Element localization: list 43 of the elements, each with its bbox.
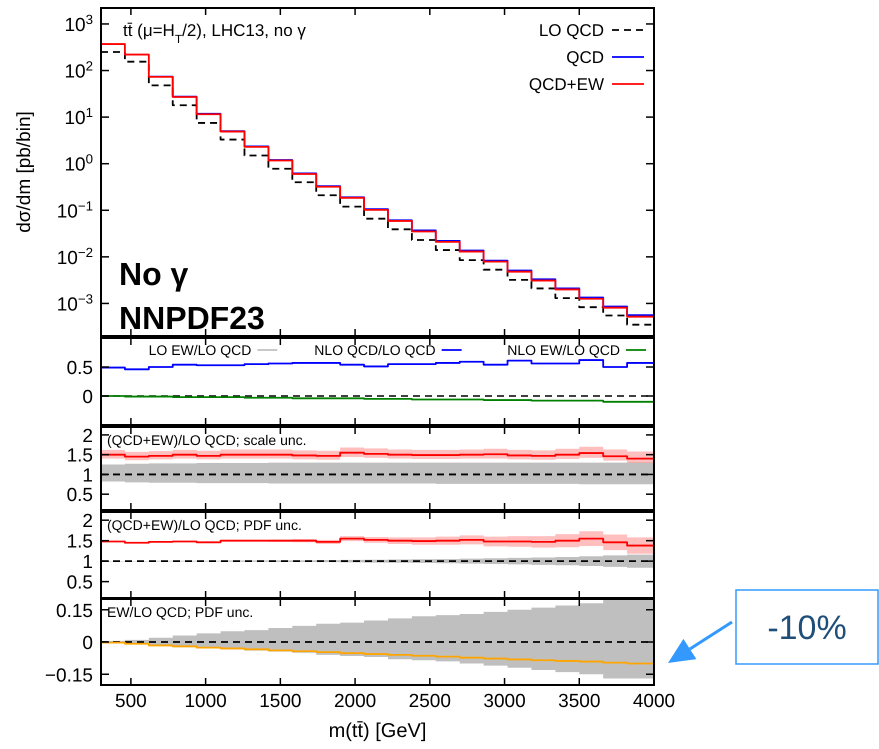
y-tick-label: 10$^{−3}$ [56, 290, 93, 316]
y-tick-label: 0 [82, 387, 93, 408]
x-tick-label: 3500 [558, 691, 600, 712]
y-tick-label: 2 [82, 426, 93, 447]
legend-label: NLO EW/LO QCD [507, 342, 620, 358]
x-tick-label: 2000 [334, 691, 376, 712]
y-axis-title: dσ/dm [pb/bin] [14, 111, 35, 233]
annotation: No γ [119, 256, 189, 292]
y-tick-label: 10$^{2}$ [64, 58, 93, 83]
annotation: EW/LO QCD; PDF unc. [107, 604, 254, 620]
y-tick-label: 10$^{−1}$ [56, 198, 93, 222]
text: -10% [767, 609, 847, 647]
y-tick-label: 0 [82, 633, 93, 654]
y-tick-label: 2 [82, 511, 93, 532]
x-tick-label: 500 [115, 691, 147, 712]
annotation: NNPDF23 [119, 300, 265, 336]
legend-label: QCD [566, 48, 604, 67]
x-tick-label: 2500 [408, 691, 451, 712]
x-axis-title: m(tt̄) [GeV] [328, 720, 426, 742]
x-tick-label: 1000 [184, 691, 227, 712]
y-tick-label: 10$^{3}$ [64, 11, 93, 36]
y-tick-label: 1 [82, 552, 93, 574]
x-tick-label: 3000 [483, 691, 526, 712]
y-tick-label: 10$^{−2}$ [56, 244, 93, 269]
legend-label: QCD+EW [528, 75, 604, 94]
y-tick-label: 0.5 [66, 485, 93, 506]
y-tick-label: 1.5 [66, 446, 93, 467]
x-tick-label: 1500 [259, 691, 302, 712]
y-tick-label: 10$^{0}$ [64, 151, 93, 176]
y-tick-label: 0.15 [56, 600, 93, 622]
annotation: (QCD+EW)/LO QCD; scale unc. [107, 432, 307, 448]
y-tick-label: 10$^{1}$ [64, 104, 93, 130]
annotation: tt̄ (μ=H$_{T}$/2), LHC13, no γ [123, 21, 306, 46]
legend-label: LO EW/LO QCD [148, 342, 252, 358]
y-tick-label: 1 [82, 465, 93, 486]
y-tick-label: 0.5 [66, 572, 93, 594]
legend-label: LO QCD [538, 21, 604, 40]
annotation: (QCD+EW)/LO QCD; PDF unc. [107, 517, 302, 533]
y-tick-label: 1.5 [66, 532, 93, 553]
y-tick-label: 0.5 [66, 358, 93, 379]
x-tick-label: 4000 [632, 691, 676, 712]
legend-label: NLO QCD/LO QCD [314, 342, 436, 358]
y-tick-label: −0.15 [44, 665, 93, 686]
